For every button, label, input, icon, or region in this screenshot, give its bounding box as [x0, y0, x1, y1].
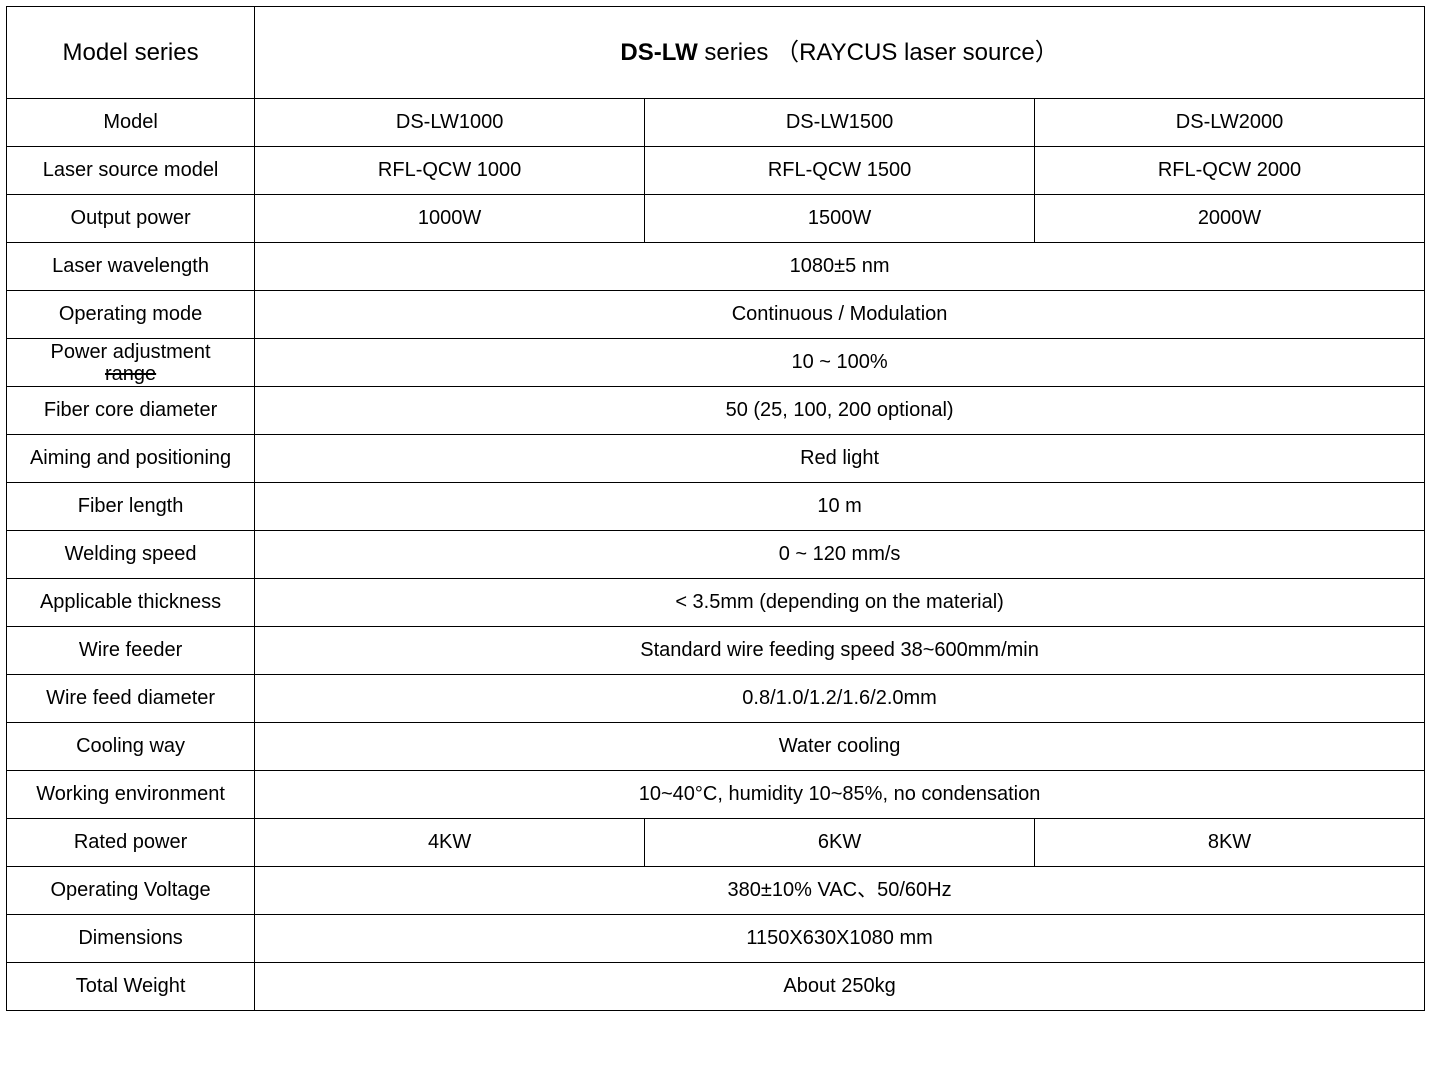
power-adj-label-line1: Power adjustment: [51, 341, 211, 363]
fiber-length-row: Fiber length 10 m: [7, 483, 1425, 531]
weight-label: Total Weight: [7, 963, 255, 1011]
model-c1: DS-LW1000: [255, 99, 645, 147]
power-adj-row: Power adjustment range 10 ~ 100%: [7, 339, 1425, 387]
header-left: Model series: [7, 7, 255, 99]
header-row: Model series DS-LW series （RAYCUS laser …: [7, 7, 1425, 99]
rated-power-c2: 6KW: [645, 819, 1035, 867]
environment-label: Working environment: [7, 771, 255, 819]
welding-speed-label: Welding speed: [7, 531, 255, 579]
output-power-c3: 2000W: [1035, 195, 1425, 243]
cooling-label: Cooling way: [7, 723, 255, 771]
power-adj-label: Power adjustment range: [7, 339, 255, 387]
fiber-length-value: 10 m: [255, 483, 1425, 531]
fiber-length-label: Fiber length: [7, 483, 255, 531]
environment-value: 10~40°C, humidity 10~85%, no condensatio…: [255, 771, 1425, 819]
welding-speed-value: 0 ~ 120 mm/s: [255, 531, 1425, 579]
fiber-core-row: Fiber core diameter 50 (25, 100, 200 opt…: [7, 387, 1425, 435]
header-series-rest: series （RAYCUS laser source）: [698, 39, 1059, 66]
weight-row: Total Weight About 250kg: [7, 963, 1425, 1011]
model-row: Model DS-LW1000 DS-LW1500 DS-LW2000: [7, 99, 1425, 147]
fiber-core-value: 50 (25, 100, 200 optional): [255, 387, 1425, 435]
cooling-row: Cooling way Water cooling: [7, 723, 1425, 771]
laser-source-c1: RFL-QCW 1000: [255, 147, 645, 195]
voltage-value: 380±10% VAC、50/60Hz: [255, 867, 1425, 915]
rated-power-c3: 8KW: [1035, 819, 1425, 867]
model-c3: DS-LW2000: [1035, 99, 1425, 147]
laser-source-c2: RFL-QCW 1500: [645, 147, 1035, 195]
operating-mode-value: Continuous / Modulation: [255, 291, 1425, 339]
wire-diam-label: Wire feed diameter: [7, 675, 255, 723]
header-series-bold: DS-LW: [620, 39, 697, 66]
laser-source-row: Laser source model RFL-QCW 1000 RFL-QCW …: [7, 147, 1425, 195]
dimensions-label: Dimensions: [7, 915, 255, 963]
model-label: Model: [7, 99, 255, 147]
weight-value: About 250kg: [255, 963, 1425, 1011]
power-adj-label-line2: range: [105, 363, 156, 385]
wire-diam-value: 0.8/1.0/1.2/1.6/2.0mm: [255, 675, 1425, 723]
dimensions-row: Dimensions 1150X630X1080 mm: [7, 915, 1425, 963]
rated-power-c1: 4KW: [255, 819, 645, 867]
fiber-core-label: Fiber core diameter: [7, 387, 255, 435]
operating-mode-row: Operating mode Continuous / Modulation: [7, 291, 1425, 339]
laser-wavelength-value: 1080±5 nm: [255, 243, 1425, 291]
laser-wavelength-label: Laser wavelength: [7, 243, 255, 291]
aiming-label: Aiming and positioning: [7, 435, 255, 483]
output-power-c1: 1000W: [255, 195, 645, 243]
laser-wavelength-row: Laser wavelength 1080±5 nm: [7, 243, 1425, 291]
laser-source-c3: RFL-QCW 2000: [1035, 147, 1425, 195]
power-adj-value: 10 ~ 100%: [255, 339, 1425, 387]
laser-source-label: Laser source model: [7, 147, 255, 195]
voltage-row: Operating Voltage 380±10% VAC、50/60Hz: [7, 867, 1425, 915]
output-power-c2: 1500W: [645, 195, 1035, 243]
output-power-label: Output power: [7, 195, 255, 243]
spec-table: Model series DS-LW series （RAYCUS laser …: [6, 6, 1425, 1011]
aiming-row: Aiming and positioning Red light: [7, 435, 1425, 483]
header-right: DS-LW series （RAYCUS laser source）: [255, 7, 1425, 99]
wire-feeder-label: Wire feeder: [7, 627, 255, 675]
voltage-label: Operating Voltage: [7, 867, 255, 915]
wire-feeder-row: Wire feeder Standard wire feeding speed …: [7, 627, 1425, 675]
thickness-label: Applicable thickness: [7, 579, 255, 627]
output-power-row: Output power 1000W 1500W 2000W: [7, 195, 1425, 243]
dimensions-value: 1150X630X1080 mm: [255, 915, 1425, 963]
cooling-value: Water cooling: [255, 723, 1425, 771]
rated-power-row: Rated power 4KW 6KW 8KW: [7, 819, 1425, 867]
aiming-value: Red light: [255, 435, 1425, 483]
model-c2: DS-LW1500: [645, 99, 1035, 147]
wire-diam-row: Wire feed diameter 0.8/1.0/1.2/1.6/2.0mm: [7, 675, 1425, 723]
thickness-value: < 3.5mm (depending on the material): [255, 579, 1425, 627]
welding-speed-row: Welding speed 0 ~ 120 mm/s: [7, 531, 1425, 579]
thickness-row: Applicable thickness < 3.5mm (depending …: [7, 579, 1425, 627]
environment-row: Working environment 10~40°C, humidity 10…: [7, 771, 1425, 819]
wire-feeder-value: Standard wire feeding speed 38~600mm/min: [255, 627, 1425, 675]
rated-power-label: Rated power: [7, 819, 255, 867]
operating-mode-label: Operating mode: [7, 291, 255, 339]
